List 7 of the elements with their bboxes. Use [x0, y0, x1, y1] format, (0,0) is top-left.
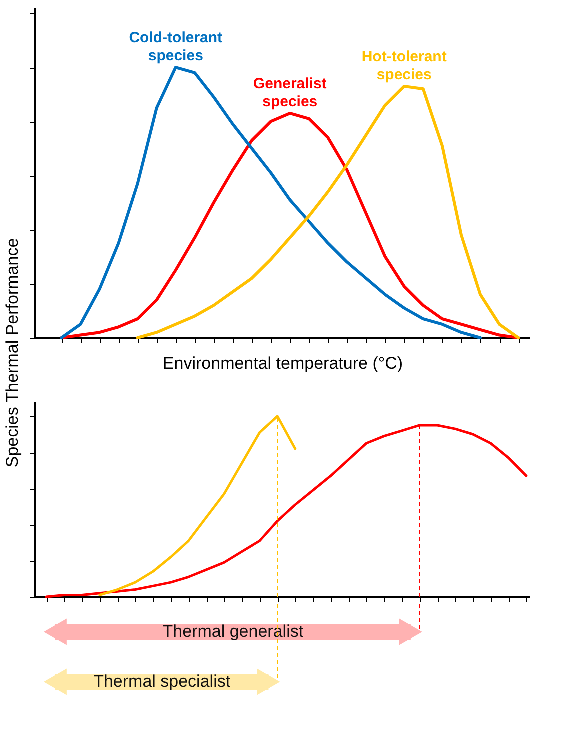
y-axis-title: Species Thermal Performance [3, 238, 22, 468]
x-axis-title: Environmental temperature (°C) [162, 354, 404, 373]
series-label: Cold-tolerant species [129, 30, 223, 65]
series-label: Hot-tolerant species [362, 48, 447, 84]
series-label: Generalist species [253, 75, 327, 110]
text: Thermal generalist [162, 622, 304, 641]
text: Thermal specialist [94, 672, 231, 691]
